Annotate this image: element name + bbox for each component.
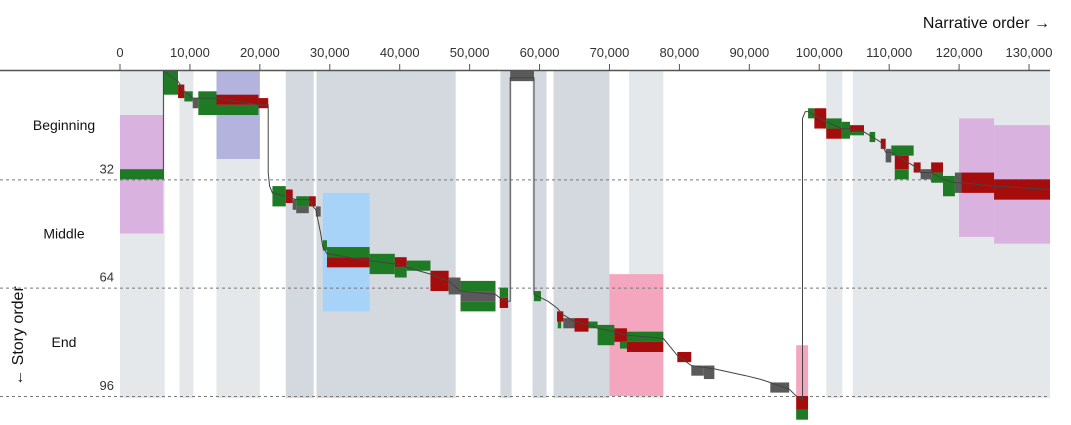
segment-5 bbox=[198, 91, 217, 116]
x-tick-label-0: 0 bbox=[116, 45, 123, 60]
segment-34 bbox=[557, 321, 562, 329]
segment-57 bbox=[885, 148, 892, 163]
segment-18 bbox=[326, 257, 370, 268]
shade-column-3 bbox=[285, 70, 314, 398]
segment-41 bbox=[626, 341, 664, 352]
segment-46 bbox=[796, 396, 809, 410]
x-axis: 0 10,000 20,000 30,000 40,000 50,000 60,000 70,… bbox=[0, 45, 1053, 72]
band-label-beginning: Beginning bbox=[33, 117, 95, 133]
x-tick-label-80000: 80,000 bbox=[660, 45, 700, 60]
segment-59 bbox=[894, 155, 909, 170]
segment-58 bbox=[891, 145, 914, 156]
segment-11 bbox=[292, 199, 297, 210]
segment-10 bbox=[285, 189, 293, 204]
y-tick-label-32: 32 bbox=[100, 161, 114, 176]
highlight-box-1 bbox=[216, 71, 260, 160]
connector-line bbox=[162, 70, 1051, 401]
y-tick-label-96: 96 bbox=[100, 378, 114, 393]
y-axis-title: ← Story order bbox=[10, 286, 27, 386]
segment-28 bbox=[499, 287, 509, 298]
shade-column-5 bbox=[500, 70, 512, 398]
segment-2 bbox=[178, 84, 185, 99]
segment-29 bbox=[499, 297, 509, 308]
segment-27 bbox=[460, 301, 496, 312]
connector-line-group bbox=[162, 70, 1051, 401]
x-tick-label-100000: 100,000 bbox=[796, 45, 843, 60]
segment-13 bbox=[296, 206, 309, 214]
segment-63 bbox=[931, 162, 944, 173]
segment-65 bbox=[943, 175, 955, 197]
shade-column-7 bbox=[553, 70, 610, 398]
band-label-end: End bbox=[52, 334, 77, 350]
segment-61 bbox=[913, 162, 921, 173]
segment-25 bbox=[460, 280, 496, 292]
x-tick-label-120000: 120,000 bbox=[936, 45, 983, 60]
segment-14 bbox=[308, 196, 316, 207]
segment-12 bbox=[296, 196, 309, 207]
band-label-middle: Middle bbox=[43, 226, 84, 242]
segment-22 bbox=[406, 260, 431, 271]
shade-column-6 bbox=[532, 70, 547, 398]
segment-62 bbox=[920, 169, 932, 180]
segment-47 bbox=[796, 409, 809, 420]
x-tick-label-130000: 130,000 bbox=[1006, 45, 1053, 60]
segment-8 bbox=[258, 98, 269, 109]
segment-52 bbox=[841, 121, 851, 139]
segment-51 bbox=[826, 128, 842, 139]
gridlines bbox=[0, 179, 1050, 397]
segment-15 bbox=[315, 206, 321, 217]
segment-33 bbox=[563, 318, 575, 329]
y-tick-label-64: 64 bbox=[100, 270, 114, 285]
segment-26 bbox=[460, 291, 496, 302]
x-tick-label-40000: 40,000 bbox=[380, 45, 420, 60]
segment-50 bbox=[826, 118, 842, 129]
band-labels: Beginning Middle End bbox=[33, 117, 95, 350]
segment-43 bbox=[691, 365, 704, 376]
segment-19 bbox=[369, 253, 395, 275]
y-axis: 32 64 96 bbox=[100, 161, 114, 393]
x-tick-label-50000: 50,000 bbox=[450, 45, 490, 60]
segment-6 bbox=[216, 94, 259, 105]
x-tick-label-10000: 10,000 bbox=[170, 45, 210, 60]
segment-3 bbox=[184, 91, 193, 102]
segment-9 bbox=[272, 186, 286, 207]
segment-39 bbox=[619, 341, 627, 349]
segment-42 bbox=[677, 351, 692, 363]
segment-0 bbox=[120, 169, 164, 180]
segment-32 bbox=[557, 311, 564, 322]
x-tick-label-70000: 70,000 bbox=[590, 45, 630, 60]
segment-54 bbox=[850, 131, 864, 136]
segment-21 bbox=[394, 267, 407, 278]
x-tick-label-60000: 60,000 bbox=[520, 45, 560, 60]
segment-45 bbox=[770, 382, 790, 393]
segment-30 bbox=[510, 71, 534, 82]
segment-64 bbox=[931, 172, 944, 183]
segment-56 bbox=[880, 138, 886, 149]
x-tick-label-110000: 110,000 bbox=[866, 45, 912, 60]
segment-1 bbox=[163, 71, 179, 95]
shade-column-1 bbox=[179, 70, 194, 398]
x-axis-title: Narrative order → bbox=[923, 15, 1050, 32]
shade-column-9 bbox=[826, 70, 843, 398]
segment-35 bbox=[574, 318, 589, 332]
x-tick-label-20000: 20,000 bbox=[240, 45, 280, 60]
segment-23 bbox=[430, 270, 449, 292]
segment-67 bbox=[961, 172, 995, 193]
segment-17 bbox=[326, 247, 370, 258]
segment-53 bbox=[850, 125, 864, 132]
segment-36 bbox=[588, 321, 598, 329]
segment-38 bbox=[614, 328, 627, 342]
segment-16 bbox=[322, 240, 327, 251]
x-tick-label-90000: 90,000 bbox=[729, 45, 769, 60]
segment-37 bbox=[597, 324, 615, 346]
segment-4 bbox=[192, 98, 199, 109]
x-tick-label-30000: 30,000 bbox=[310, 45, 350, 60]
segment-44 bbox=[703, 365, 715, 380]
segment-7 bbox=[216, 104, 259, 116]
segment-20 bbox=[394, 257, 407, 268]
segment-68 bbox=[994, 179, 1050, 200]
segment-60 bbox=[894, 169, 909, 180]
